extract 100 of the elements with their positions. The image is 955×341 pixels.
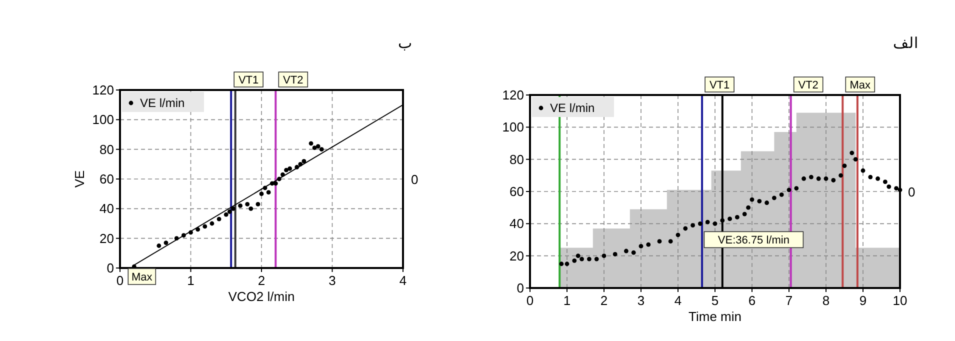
point: [886, 184, 892, 189]
y-tick-label: 60: [100, 172, 114, 186]
y-tick-label: 80: [100, 142, 114, 157]
chart-title: الف: [893, 35, 918, 52]
y-tick-label: 60: [510, 184, 524, 199]
point: [572, 258, 577, 263]
point: [898, 188, 902, 192]
annotation: Max: [132, 272, 153, 284]
point: [312, 146, 317, 150]
ref-line-label: VT1: [238, 74, 259, 86]
point: [712, 221, 718, 226]
y-tick-label: 20: [100, 230, 114, 246]
x-tick-label: 0: [526, 293, 534, 308]
point: [876, 176, 880, 181]
legend-label: VE l/min: [140, 96, 185, 110]
point: [779, 192, 784, 197]
x-tick-label: 2: [600, 293, 608, 308]
point: [576, 254, 580, 258]
point: [824, 176, 828, 181]
point: [772, 196, 776, 200]
x-tick-label: 3: [637, 293, 645, 308]
legend-label: VE l/min: [550, 101, 595, 115]
y-tick-label: 120: [502, 88, 524, 102]
point: [559, 262, 564, 266]
point: [720, 218, 725, 223]
point: [676, 232, 680, 238]
ref-line-label: VT1: [709, 80, 730, 92]
point: [646, 242, 651, 247]
x-tick-label: 0: [116, 273, 124, 288]
point: [288, 166, 292, 171]
x-axis-title: Time min: [688, 309, 742, 324]
x-tick-label: 3: [328, 273, 336, 288]
y-tick-label: 40: [100, 201, 114, 216]
point: [308, 141, 314, 146]
text: 0: [908, 184, 916, 200]
point: [809, 174, 814, 180]
chart-title: ب: [398, 35, 412, 52]
point: [638, 244, 644, 248]
point: [883, 180, 888, 184]
y-tick-label: 20: [510, 248, 524, 264]
ref-line-label: Max: [850, 80, 872, 92]
x-tick-label: 1: [563, 293, 571, 308]
point: [216, 216, 222, 222]
point: [624, 248, 628, 254]
annotation: VE:36.75 l/min: [718, 234, 790, 247]
point: [698, 221, 702, 226]
point: [224, 212, 228, 217]
y-tick-label: 80: [510, 152, 524, 167]
point: [742, 212, 747, 216]
y-tick-label: 0: [106, 260, 114, 276]
x-tick-label: 8: [822, 293, 830, 308]
point: [786, 188, 792, 192]
point: [860, 168, 866, 173]
point: [683, 226, 688, 231]
y-tick-label: 120: [92, 82, 114, 98]
x-tick-label: 10: [892, 293, 908, 308]
y-tick-label: 40: [510, 216, 524, 232]
point: [868, 174, 873, 180]
point: [231, 206, 236, 211]
point: [794, 186, 799, 190]
ref-line-label: VT2: [283, 74, 304, 86]
point: [894, 186, 898, 190]
point: [816, 176, 821, 181]
point: [564, 262, 570, 266]
point: [302, 159, 306, 164]
point: [631, 250, 636, 255]
point: [238, 204, 242, 208]
point: [266, 190, 271, 195]
ref-line-label: VT2: [798, 80, 818, 92]
x-tick-label: 4: [674, 293, 682, 308]
point: [594, 256, 599, 262]
x-tick-label: 7: [785, 293, 793, 308]
x-tick-label: 5: [711, 293, 719, 308]
point: [602, 254, 606, 258]
point: [256, 202, 260, 206]
point: [284, 168, 288, 172]
point: [227, 209, 232, 214]
point: [850, 150, 854, 156]
x-tick-label: 9: [859, 293, 867, 308]
point: [705, 220, 710, 224]
point: [316, 144, 320, 149]
point: [164, 240, 168, 245]
point: [245, 202, 250, 206]
point: [750, 197, 754, 202]
point: [831, 178, 836, 182]
point: [612, 252, 618, 256]
point: [764, 200, 769, 205]
point: [210, 221, 214, 226]
point: [587, 256, 592, 262]
y-tick-label: 100: [92, 112, 114, 128]
x-tick-label: 2: [258, 273, 266, 288]
x-tick-label: 1: [187, 273, 194, 288]
point: [259, 192, 264, 196]
point: [202, 224, 208, 229]
point: [690, 223, 695, 228]
point: [319, 147, 324, 152]
x-tick-label: 6: [748, 293, 756, 308]
point: [728, 216, 732, 222]
point: [802, 176, 806, 181]
point: [838, 173, 843, 178]
